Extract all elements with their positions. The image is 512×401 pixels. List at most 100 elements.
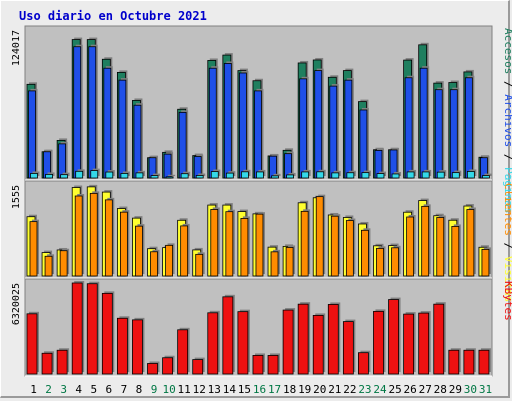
ymax-label-bottom: 6320025 [11,283,22,325]
x-tick-label-1: 1 [30,383,37,396]
kbytes-bar-19 [297,303,309,375]
kbytes-bar-16 [252,355,264,375]
clientes-bar-31 [481,248,490,277]
paginas-bar-2 [45,174,53,179]
paginas-bar-22 [346,172,355,179]
x-tick-label-27: 27 [419,383,432,396]
x-tick-label-23: 23 [358,383,371,396]
clientes-bar-9 [150,251,158,277]
archivos-bar-30 [464,77,473,179]
clientes-bar-21 [330,215,339,277]
archivos-bar-28 [434,89,443,179]
clientes-bar-11 [180,225,189,277]
x-tick-label-7: 7 [121,383,128,396]
x-tick-label-21: 21 [328,383,341,396]
kbytes-bar-30 [463,349,475,375]
clientes-bar-26 [406,216,415,277]
archivos-bar-26 [404,77,413,179]
clientes-bar-16 [255,213,264,277]
clientes-bar-19 [300,210,309,277]
paginas-bar-5 [90,170,99,179]
series-legend-top: Accesos / Archivos / Páginas [502,28,512,213]
paginas-bar-10 [165,176,174,179]
legend-part-middle-2: Visitas [502,256,512,302]
kbytes-bar-2 [41,352,53,375]
kbytes-bar-15 [237,311,249,375]
clientes-bar-4 [74,195,83,277]
kbytes-bar-27 [418,312,430,375]
x-tick-label-9: 9 [151,383,158,396]
panel-bottom: 6320025 KBytes [11,278,512,377]
clientes-bar-14 [225,211,234,277]
kbytes-bar-10 [162,357,173,375]
x-tick-label-17: 17 [268,383,281,396]
chart-title: Uso diario en Octubre 2021 [19,9,207,23]
x-tick-label-18: 18 [283,383,296,396]
x-tick-label-11: 11 [178,383,191,396]
clientes-bar-3 [59,250,68,277]
x-tick-label-16: 16 [253,383,266,396]
clientes-bar-5 [89,192,98,277]
paginas-bar-25 [391,173,400,179]
kbytes-bar-6 [101,292,113,375]
clientes-bar-10 [165,244,173,277]
clientes-bar-24 [376,247,384,277]
x-tick-label-5: 5 [90,383,97,396]
clientes-bar-17 [270,251,279,277]
clientes-bar-30 [466,209,475,277]
archivos-bar-7 [118,79,127,179]
paginas-bar-shadow-18 [288,172,296,176]
x-tick-label-25: 25 [388,383,401,396]
ymax-label-top: 124017 [11,30,22,66]
kbytes-bar-13 [207,312,219,375]
archivos-bar-23 [359,109,368,179]
x-tick-label-31: 31 [479,383,492,396]
legend-part-bottom-0: KBytes [502,281,512,321]
x-tick-label-19: 19 [298,383,311,396]
clientes-bar-23 [361,229,369,277]
clientes-bar-18 [285,247,294,277]
paginas-bar-shadow-10 [168,174,176,176]
archivos-bar-29 [449,89,458,179]
paginas-bar-20 [316,171,325,179]
chart-panels: 124017 Accesos / Archivos / Páginas 1555 Cl… [11,25,512,377]
kbytes-bar-25 [388,299,399,375]
archivos-bar-4 [73,46,82,179]
clientes-bar-1 [29,221,38,277]
archivos-bar-21 [329,85,338,179]
paginas-bar-27 [421,171,430,179]
x-tick-label-26: 26 [404,383,417,396]
legend-part-top-1: / [502,74,512,94]
x-tick-label-20: 20 [313,383,326,396]
kbytes-bar-26 [403,313,415,375]
kbytes-bar-7 [116,317,128,375]
kbytes-bar-17 [267,355,279,375]
archivos-bar-13 [208,67,217,179]
clientes-bar-20 [315,196,324,277]
kbytes-bar-4 [71,282,83,375]
x-tick-label-4: 4 [75,383,82,396]
kbytes-bar-11 [177,329,189,375]
archivos-bar-15 [239,72,247,179]
archivos-bar-6 [103,67,112,179]
archivos-bar-8 [133,104,142,179]
kbytes-bar-29 [448,349,460,375]
kbytes-bar-1 [26,313,38,375]
x-tick-label-10: 10 [162,383,175,396]
paginas-bar-9 [150,175,159,179]
paginas-bar-30 [466,171,475,179]
archivos-bar-20 [314,70,323,179]
archivos-bar-11 [178,111,187,179]
kbytes-bar-20 [312,314,324,375]
x-tick-label-3: 3 [60,383,67,396]
x-axis-labels: 1 2 3 4 5 6 7 8 9 10 11 12 13 14 15 16 17 18 19 20 21 22 23 24 2… [30,383,492,396]
x-tick-label-14: 14 [223,383,237,396]
paginas-bar-24 [376,173,385,179]
kbytes-bar-23 [358,352,369,375]
paginas-bar-8 [135,172,144,179]
paginas-bar-16 [256,171,264,179]
paginas-bar-shadow-31 [484,173,492,176]
kbytes-bar-9 [147,363,158,375]
